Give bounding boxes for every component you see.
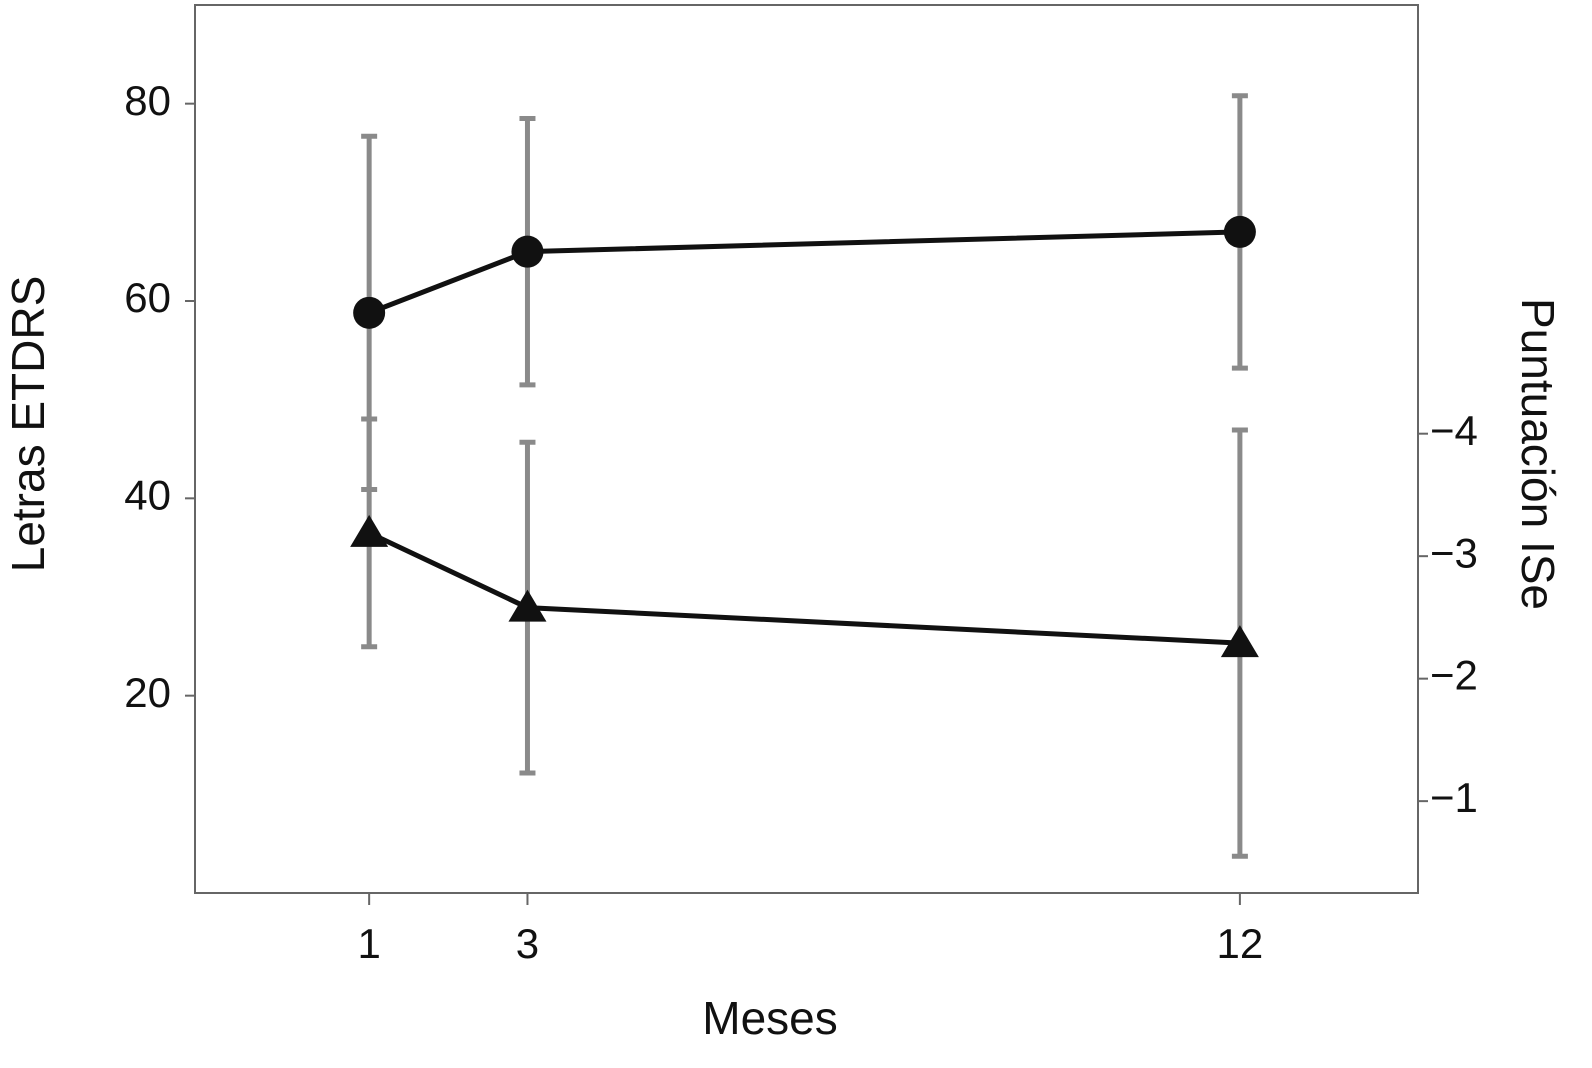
y-tick-label: 20 bbox=[124, 669, 171, 716]
marker bbox=[508, 589, 547, 622]
line bbox=[368, 229, 1240, 316]
marker bbox=[350, 514, 389, 547]
marker bbox=[1220, 625, 1259, 658]
y2-axis-title: Puntuación ISe bbox=[1512, 298, 1564, 610]
line bbox=[368, 530, 1241, 646]
marker bbox=[1223, 215, 1256, 248]
y-tick-label: 40 bbox=[124, 471, 171, 518]
x-axis-title: Meses bbox=[702, 992, 837, 1044]
marker bbox=[353, 296, 386, 329]
y2-tick-label: −4 bbox=[1430, 407, 1478, 454]
y-axis-title: Letras ETDRS bbox=[2, 276, 54, 573]
y-tick-label: 80 bbox=[124, 77, 171, 124]
y2-tick-label: −1 bbox=[1430, 774, 1478, 821]
x-tick-label: 3 bbox=[516, 920, 539, 967]
y-tick-label: 60 bbox=[124, 274, 171, 321]
x-tick-label: 1 bbox=[357, 920, 380, 967]
y2-tick-label: −3 bbox=[1430, 529, 1478, 576]
plot-frame bbox=[194, 4, 1419, 894]
x-tick-label: 12 bbox=[1217, 920, 1264, 967]
y2-tick-label: −2 bbox=[1430, 652, 1478, 699]
marker bbox=[511, 235, 544, 268]
